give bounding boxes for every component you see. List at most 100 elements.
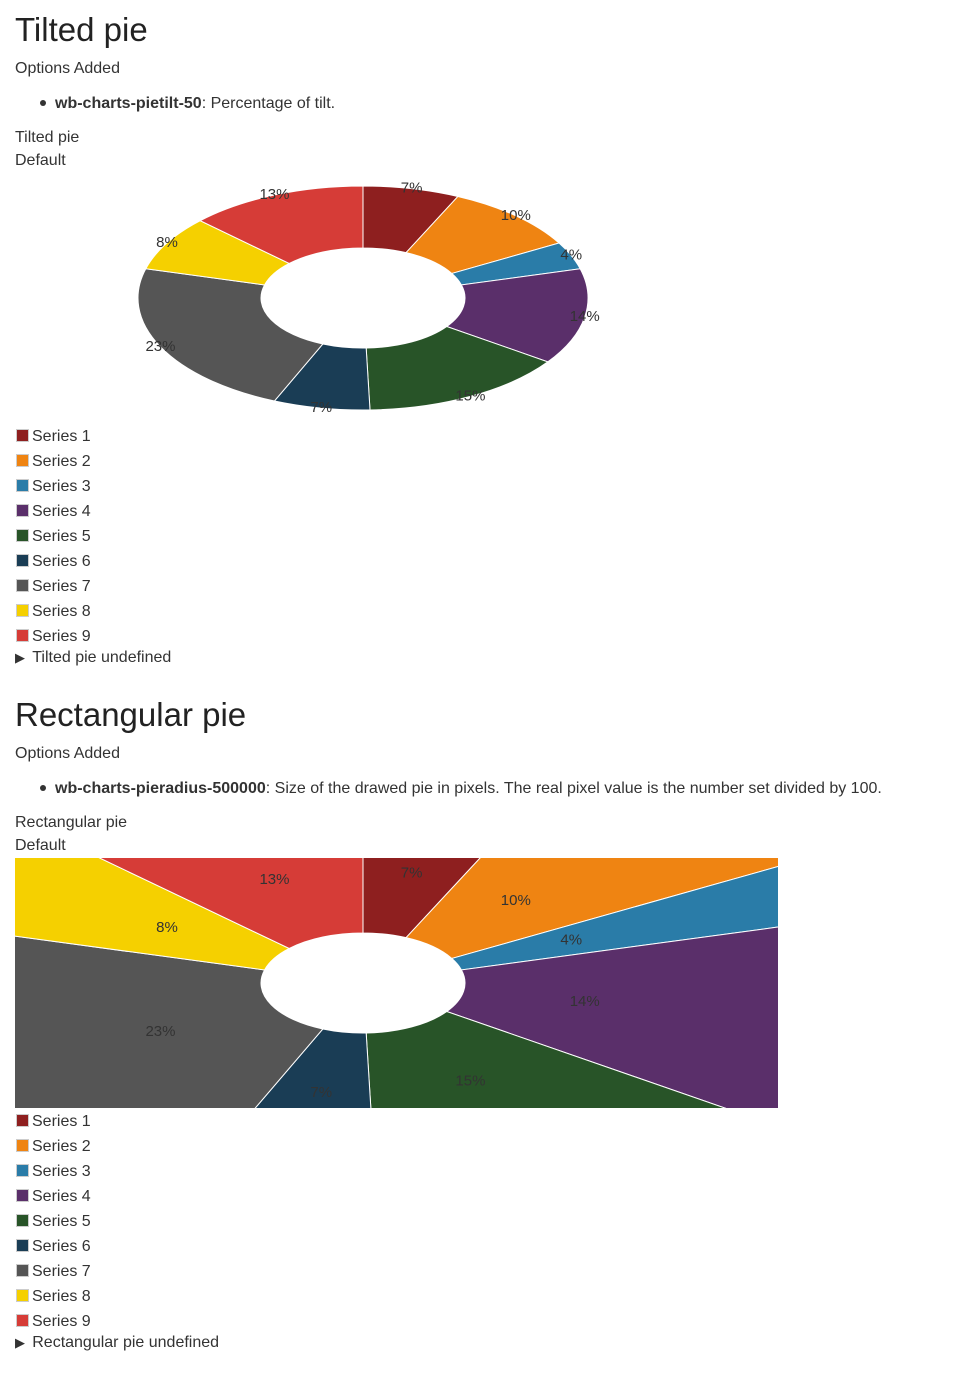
legend-label: Series 4 bbox=[32, 1188, 91, 1205]
legend-swatch bbox=[16, 1114, 29, 1128]
legend-label: Series 1 bbox=[32, 1113, 91, 1130]
legend-item: Series 6 bbox=[16, 549, 91, 574]
pie-chart: 7% 10% 4% 14% 15% 7% 23% 8% 13% bbox=[137, 180, 600, 416]
wedge bbox=[365, 325, 549, 411]
value-label: 23% bbox=[145, 338, 175, 355]
legend-label: Series 1 bbox=[32, 428, 91, 445]
wedge bbox=[254, 1028, 372, 1108]
wedges bbox=[15, 858, 778, 1108]
legend-item: Series 1 bbox=[16, 424, 91, 449]
heading: Tilted pie bbox=[15, 11, 148, 48]
value-label: 7% bbox=[401, 180, 423, 197]
wedge bbox=[450, 865, 778, 971]
section: Tilted pie Options Added wb-charts-pietilt… bbox=[0, 0, 955, 685]
legend-label: Series 8 bbox=[32, 603, 91, 620]
value-label: 15% bbox=[455, 1072, 485, 1089]
option-item: wb-charts-pieradius-500000: Size of the … bbox=[40, 780, 882, 798]
legend-swatch bbox=[16, 1239, 29, 1253]
legend-item: Series 5 bbox=[16, 1209, 91, 1234]
heading: Rectangular pie bbox=[15, 696, 247, 733]
legend-item: Series 2 bbox=[16, 449, 91, 474]
details: Rectangular pie undefined bbox=[15, 1334, 219, 1352]
option-name: wb-charts-pietilt-50 bbox=[55, 95, 202, 112]
legend-label: Series 9 bbox=[32, 628, 91, 645]
legend-label: Series 3 bbox=[32, 1163, 91, 1180]
legend-label: Series 6 bbox=[32, 1238, 91, 1255]
legend-label: Series 9 bbox=[32, 1313, 91, 1330]
wedge bbox=[365, 1010, 727, 1108]
legend-swatch bbox=[16, 1139, 29, 1153]
legend-swatch bbox=[16, 529, 29, 543]
legend-label: Series 8 bbox=[32, 1288, 91, 1305]
wedges bbox=[137, 185, 589, 411]
legend-item: Series 7 bbox=[16, 1259, 91, 1284]
legend-swatch bbox=[16, 429, 29, 443]
legend-label: Series 7 bbox=[32, 1263, 91, 1280]
wedge bbox=[15, 858, 291, 971]
wedge bbox=[137, 268, 324, 402]
value-label: 8% bbox=[156, 234, 178, 251]
legend-label: Series 4 bbox=[32, 503, 91, 520]
options-label: Options Added bbox=[15, 745, 120, 762]
details-summary[interactable]: Tilted pie undefined bbox=[15, 649, 171, 667]
wedge bbox=[405, 858, 778, 960]
value-label: 14% bbox=[570, 308, 600, 325]
legend-swatch bbox=[16, 579, 29, 593]
value-label: 15% bbox=[455, 387, 485, 404]
legend-swatch bbox=[16, 629, 29, 643]
value-label: 13% bbox=[259, 871, 289, 888]
value-label: 10% bbox=[501, 207, 531, 224]
legend-item: Series 3 bbox=[16, 474, 91, 499]
legend-swatch bbox=[16, 604, 29, 618]
option-item: wb-charts-pietilt-50: Percentage of tilt… bbox=[40, 95, 335, 113]
option-desc: : Percentage of tilt. bbox=[201, 95, 336, 112]
value-label: 4% bbox=[560, 932, 582, 949]
value-label: 7% bbox=[401, 865, 423, 882]
bullet bbox=[40, 784, 46, 791]
value-label: 8% bbox=[156, 919, 178, 936]
legend-item: Series 6 bbox=[16, 1234, 91, 1259]
wedge bbox=[98, 858, 364, 950]
wedge bbox=[362, 858, 481, 939]
bullet bbox=[40, 99, 46, 106]
chart-subtitle: Default bbox=[15, 837, 66, 854]
legend-item: Series 4 bbox=[16, 1184, 91, 1209]
legend-swatch bbox=[16, 554, 29, 568]
legend-item: Series 7 bbox=[16, 574, 91, 599]
legend-item: Series 9 bbox=[16, 624, 91, 649]
chart-title: Rectangular pie bbox=[15, 814, 128, 831]
legend-swatch bbox=[16, 1314, 29, 1328]
wedge bbox=[15, 935, 324, 1108]
legend-item: Series 5 bbox=[16, 524, 91, 549]
legend-swatch bbox=[16, 479, 29, 493]
legend-label: Series 7 bbox=[32, 578, 91, 595]
wedge bbox=[445, 926, 778, 1108]
legend-item: Series 9 bbox=[16, 1309, 91, 1334]
legend-label: Series 2 bbox=[32, 453, 91, 470]
value-label: 7% bbox=[310, 1084, 332, 1101]
value-label: 13% bbox=[259, 186, 289, 203]
value-label: 4% bbox=[560, 247, 582, 264]
option-name: wb-charts-pieradius-500000 bbox=[55, 780, 266, 797]
legend-label: Series 5 bbox=[32, 1213, 91, 1230]
details-summary[interactable]: Rectangular pie undefined bbox=[15, 1334, 219, 1352]
legend-item: Series 3 bbox=[16, 1159, 91, 1184]
legend-item: Series 4 bbox=[16, 499, 91, 524]
wedge bbox=[199, 185, 364, 265]
legend-label: Series 5 bbox=[32, 528, 91, 545]
legend-swatch bbox=[16, 1289, 29, 1303]
value-label: 10% bbox=[501, 892, 531, 909]
legend-swatch bbox=[16, 1214, 29, 1228]
legend-label: Series 3 bbox=[32, 478, 91, 495]
legend-label: Series 6 bbox=[32, 553, 91, 570]
options-label: Options Added bbox=[15, 60, 120, 77]
pie-chart: 7% 10% 4% 14% 15% 7% 23% 8% 13% bbox=[15, 858, 778, 1108]
value-label: 7% bbox=[310, 399, 332, 416]
legend-item: Series 8 bbox=[16, 599, 91, 624]
legend-swatch bbox=[16, 454, 29, 468]
legend-swatch bbox=[16, 1189, 29, 1203]
details: Tilted pie undefined bbox=[15, 649, 171, 667]
option-desc: : Size of the drawed pie in pixels. The … bbox=[265, 780, 882, 797]
value-label: 14% bbox=[570, 993, 600, 1010]
